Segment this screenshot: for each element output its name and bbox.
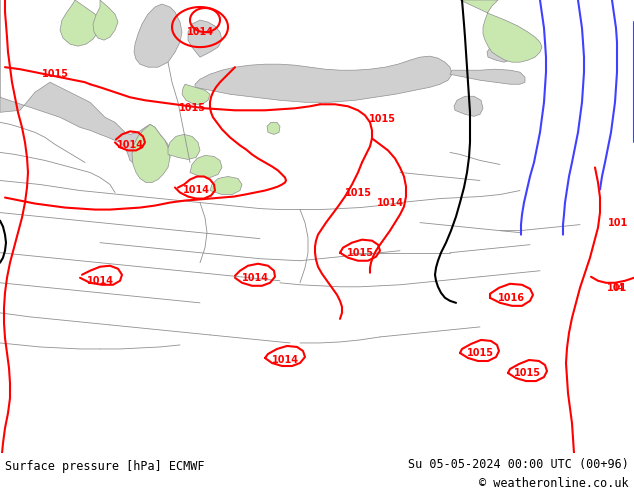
Polygon shape bbox=[134, 4, 182, 67]
Polygon shape bbox=[168, 134, 200, 159]
Polygon shape bbox=[188, 20, 222, 57]
Polygon shape bbox=[0, 0, 170, 174]
Text: 1015: 1015 bbox=[347, 248, 373, 258]
Polygon shape bbox=[450, 69, 525, 84]
Polygon shape bbox=[210, 176, 242, 195]
Text: © weatheronline.co.uk: © weatheronline.co.uk bbox=[479, 477, 629, 490]
Polygon shape bbox=[460, 0, 542, 62]
Polygon shape bbox=[190, 155, 222, 177]
Text: 1014: 1014 bbox=[242, 273, 269, 283]
Text: 1015: 1015 bbox=[179, 103, 205, 113]
Text: 14: 14 bbox=[612, 283, 624, 293]
Text: 1015: 1015 bbox=[368, 114, 396, 124]
Text: 1014: 1014 bbox=[271, 355, 299, 365]
Text: 1015: 1015 bbox=[467, 348, 493, 358]
Polygon shape bbox=[60, 0, 100, 46]
Text: 1016: 1016 bbox=[498, 293, 524, 303]
Text: Su 05-05-2024 00:00 UTC (00+96): Su 05-05-2024 00:00 UTC (00+96) bbox=[408, 458, 629, 471]
Text: 1014: 1014 bbox=[117, 141, 143, 150]
Polygon shape bbox=[487, 42, 514, 62]
Polygon shape bbox=[267, 122, 280, 134]
Text: Surface pressure [hPa] ECMWF: Surface pressure [hPa] ECMWF bbox=[5, 460, 205, 473]
Text: 1014: 1014 bbox=[186, 27, 214, 37]
Polygon shape bbox=[182, 84, 210, 104]
Text: 1014: 1014 bbox=[86, 276, 113, 286]
Text: 101: 101 bbox=[608, 218, 628, 228]
Polygon shape bbox=[195, 56, 452, 102]
Polygon shape bbox=[454, 96, 483, 116]
Text: 1015: 1015 bbox=[514, 368, 541, 378]
Text: 1015: 1015 bbox=[344, 188, 372, 197]
Text: 101: 101 bbox=[607, 283, 627, 293]
Text: 1014: 1014 bbox=[377, 197, 403, 208]
Polygon shape bbox=[132, 124, 170, 182]
Text: 1014: 1014 bbox=[183, 185, 209, 195]
Polygon shape bbox=[93, 0, 118, 40]
Text: 1015: 1015 bbox=[41, 69, 68, 79]
